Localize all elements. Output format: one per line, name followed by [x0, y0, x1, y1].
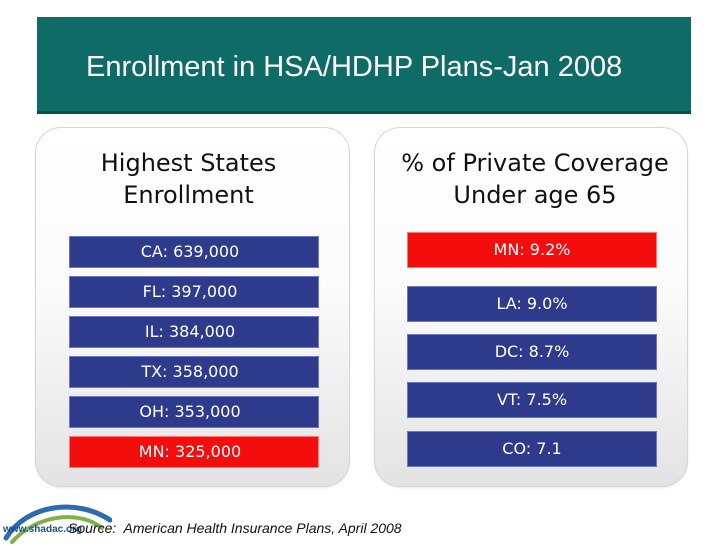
left-heading-line-2: Enrollment — [123, 181, 254, 209]
left-panel-heading: Highest States Enrollment — [27, 147, 350, 211]
left-panel: Highest States Enrollment CA: 639,000 FL… — [35, 127, 350, 487]
right-panel-heading: % of Private Coverage Under age 65 — [382, 147, 688, 211]
coverage-bar-mn: MN: 9.2% — [407, 232, 657, 268]
title-bar: Enrollment in HSA/HDHP Plans-Jan 2008 — [37, 17, 691, 114]
source-text: American Health Insurance Plans, April 2… — [123, 520, 402, 536]
right-panel: % of Private Coverage Under age 65 MN: 9… — [374, 127, 688, 487]
right-heading-line-1: % of Private Coverage — [401, 149, 669, 177]
shadac-logo-swoosh-icon — [3, 504, 112, 544]
coverage-bar-dc: DC: 8.7% — [407, 334, 657, 370]
slide-title: Enrollment in HSA/HDHP Plans-Jan 2008 — [86, 51, 623, 83]
enrollment-bar-fl: FL: 397,000 — [69, 276, 319, 308]
source-citation: Source: American Health Insurance Plans,… — [68, 520, 402, 536]
coverage-bar-la: LA: 9.0% — [407, 286, 657, 322]
enrollment-bar-oh: OH: 353,000 — [69, 396, 319, 428]
logo-url-text: www.shadac.org — [3, 524, 83, 535]
right-heading-line-2: Under age 65 — [453, 181, 617, 209]
source-prefix: Source: — [68, 520, 117, 536]
left-heading-line-1: Highest States — [100, 149, 277, 177]
enrollment-bar-il: IL: 384,000 — [69, 316, 319, 348]
enrollment-bar-mn: MN: 325,000 — [69, 436, 319, 468]
coverage-bar-vt: VT: 7.5% — [407, 382, 657, 418]
enrollment-bar-tx: TX: 358,000 — [69, 356, 319, 388]
enrollment-bar-ca: CA: 639,000 — [69, 236, 319, 268]
coverage-bar-co: CO: 7.1 — [407, 431, 657, 467]
